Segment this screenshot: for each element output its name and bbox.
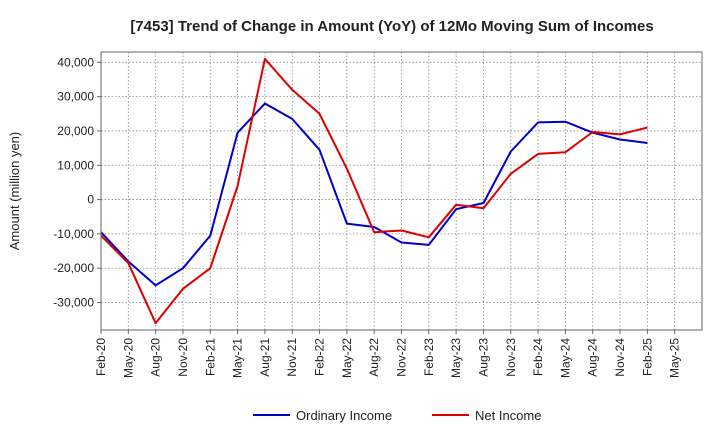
plot-frame <box>100 51 703 331</box>
x-tick-label: Aug-22 <box>367 338 381 377</box>
x-tick-label: Feb-21 <box>203 338 217 376</box>
x-tick-label: Nov-24 <box>613 338 627 377</box>
x-tick-label: Aug-20 <box>149 338 163 377</box>
y-tick-label: -30,000 <box>53 296 94 310</box>
x-tick-label: Aug-24 <box>586 338 600 377</box>
chart-title: [7453] Trend of Change in Amount (YoY) o… <box>130 18 653 35</box>
x-tick-label: May-23 <box>449 338 463 378</box>
x-tick-label: Aug-23 <box>476 338 490 377</box>
x-tick-label: Nov-22 <box>395 338 409 377</box>
x-tick-label: May-22 <box>340 338 354 378</box>
legend-label: Ordinary Income <box>296 408 392 423</box>
x-tick-label: Nov-20 <box>176 338 190 377</box>
y-tick-label: 0 <box>87 193 94 207</box>
series-line-1 <box>100 57 648 325</box>
series-lines <box>100 57 648 325</box>
series-line-0 <box>100 102 648 287</box>
y-tick-label: -10,000 <box>53 227 94 241</box>
x-tick-labels: Feb-20 May-20 Aug-20 Nov-20 Feb-21 May-21 Aug-… <box>94 330 682 378</box>
x-tick-label: May-25 <box>668 338 682 378</box>
x-tick-label: May-21 <box>231 338 245 378</box>
x-tick-label: Feb-23 <box>422 338 436 376</box>
y-tick-label: 20,000 <box>57 124 94 138</box>
x-tick-label: Feb-24 <box>531 338 545 376</box>
x-tick-label: Nov-21 <box>285 338 299 377</box>
x-tick-label: May-20 <box>121 338 135 378</box>
x-tick-label: Feb-22 <box>313 338 327 376</box>
y-tick-label: 40,000 <box>57 55 94 69</box>
x-tick-label: Feb-25 <box>640 338 654 376</box>
y-tick-labels: 40,000 30,000 20,000 10,000 0 -10,000 -20,000 -… <box>53 55 101 310</box>
x-tick-label: Nov-23 <box>504 338 518 377</box>
x-tick-label: May-24 <box>558 338 572 378</box>
legend: Ordinary Income Net Income <box>253 408 541 423</box>
y-tick-label: -20,000 <box>53 261 94 275</box>
x-tick-label: Aug-21 <box>258 338 272 377</box>
grid <box>100 52 702 330</box>
y-axis-label: Amount (million yen) <box>7 132 22 251</box>
y-tick-label: 30,000 <box>57 90 94 104</box>
y-tick-label: 10,000 <box>57 158 94 172</box>
x-tick-label: Feb-20 <box>94 338 108 376</box>
legend-label: Net Income <box>475 408 541 423</box>
